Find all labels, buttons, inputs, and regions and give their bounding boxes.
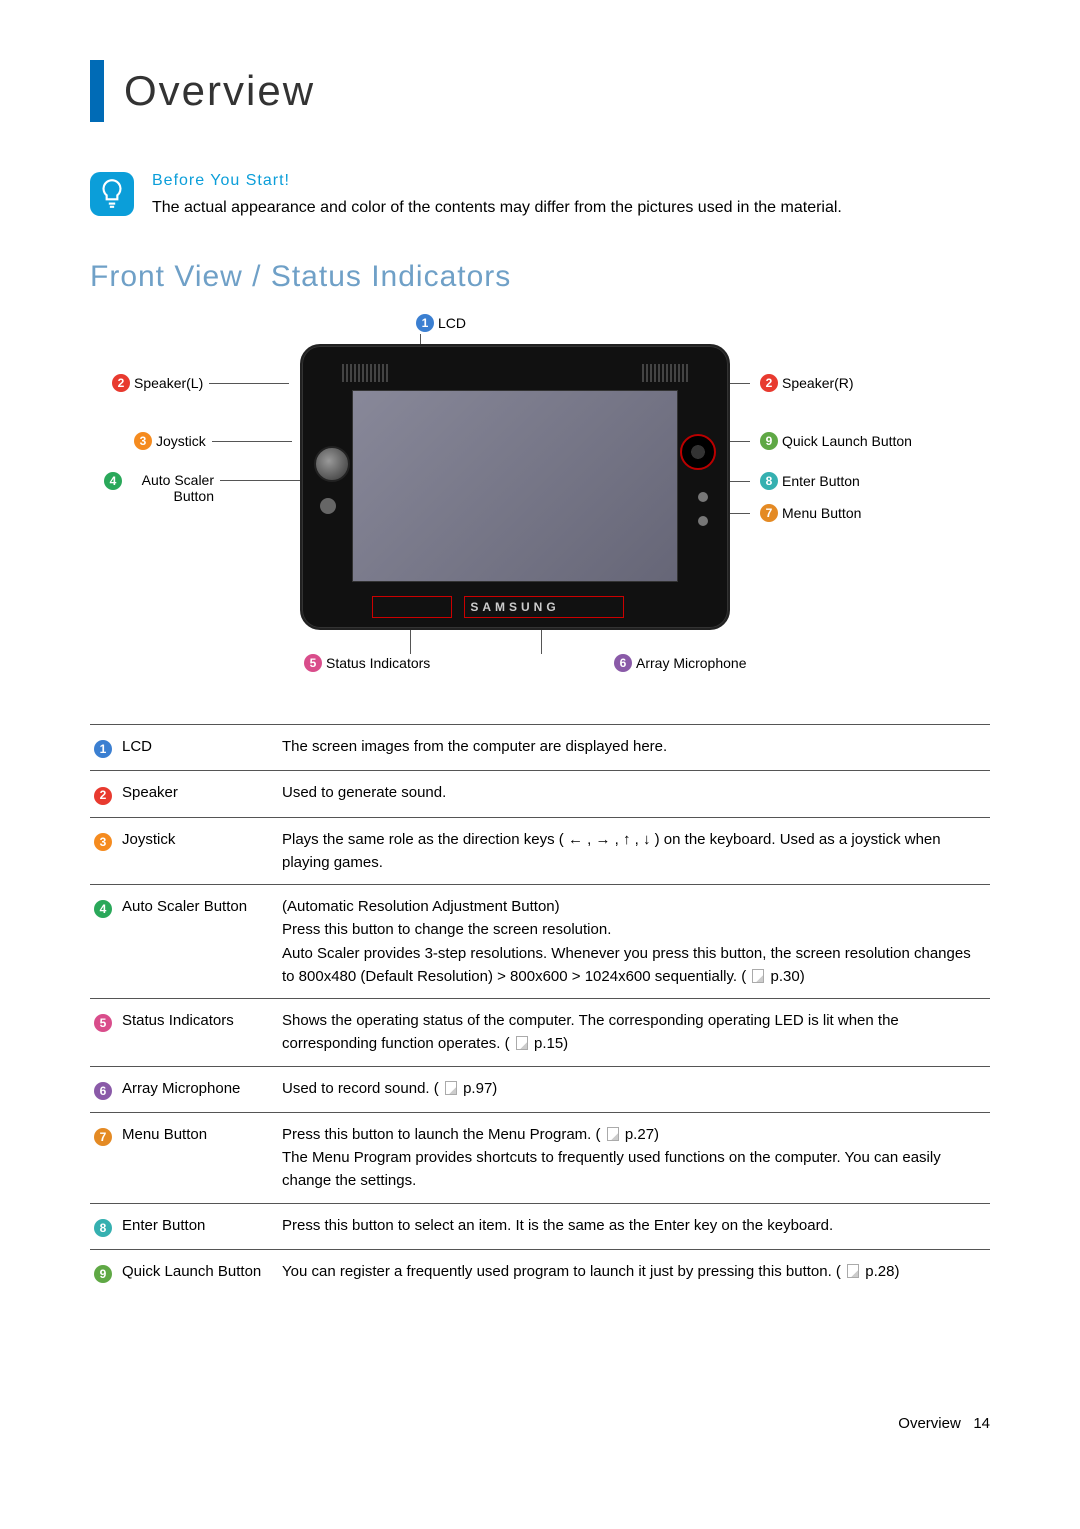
row-number-badge: 5 [94, 1014, 112, 1032]
row-label: Enter Button [122, 1203, 282, 1249]
row-number-badge: 7 [94, 1128, 112, 1146]
row-number-badge: 8 [94, 1219, 112, 1237]
row-description: Shows the operating status of the comput… [282, 999, 990, 1067]
row-label: Joystick [122, 817, 282, 885]
footer-page: 14 [973, 1415, 990, 1432]
row-label: Array Microphone [122, 1066, 282, 1112]
tip-body: The actual appearance and color of the c… [152, 196, 990, 220]
row-number-badge: 6 [94, 1082, 112, 1100]
page-ref-icon [516, 1036, 528, 1050]
device-illustration: SAMSUNG [300, 344, 730, 630]
page-title: Overview [124, 67, 315, 115]
front-view-diagram: 1 LCD 2 Speaker(L) 3 Joystick 4 Auto Sca… [90, 314, 990, 694]
callout-num-1: 1 [416, 314, 434, 332]
row-description: (Automatic Resolution Adjustment Button)… [282, 885, 990, 999]
callout-status: Status Indicators [326, 655, 430, 671]
tip-heading: Before You Start! [152, 172, 990, 190]
row-number-badge: 1 [94, 740, 112, 758]
page-ref-icon [752, 969, 764, 983]
table-row: 7 Menu ButtonPress this button to launch … [90, 1112, 990, 1203]
row-description: Plays the same role as the direction key… [282, 817, 990, 885]
table-row: 4 Auto Scaler Button(Automatic Resolution… [90, 885, 990, 999]
title-accent-bar [90, 60, 104, 122]
table-row: 1 LCDThe screen images from the computer … [90, 725, 990, 771]
row-description: Press this button to launch the Menu Pro… [282, 1112, 990, 1203]
callout-lcd: LCD [438, 315, 466, 331]
table-row: 9 Quick Launch ButtonYou can register a f… [90, 1249, 990, 1295]
lightbulb-icon [90, 172, 134, 216]
row-number-badge: 3 [94, 833, 112, 851]
footer-label: Overview [898, 1415, 961, 1432]
callout-speaker-l: Speaker(L) [134, 375, 203, 391]
row-number-badge: 9 [94, 1265, 112, 1283]
row-label: Menu Button [122, 1112, 282, 1203]
page-ref-icon [607, 1127, 619, 1141]
callout-joystick: Joystick [156, 433, 206, 449]
page-ref-icon [847, 1264, 859, 1278]
row-label: Status Indicators [122, 999, 282, 1067]
row-label: Auto Scaler Button [122, 885, 282, 999]
table-row: 3 JoystickPlays the same role as the dire… [90, 817, 990, 885]
callout-speaker-r: Speaker(R) [782, 375, 854, 391]
row-description: Press this button to select an item. It … [282, 1203, 990, 1249]
callout-quick-launch: Quick Launch Button [782, 433, 912, 449]
table-row: 6 Array MicrophoneUsed to record sound. (… [90, 1066, 990, 1112]
parts-table: 1 LCDThe screen images from the computer … [90, 724, 990, 1295]
table-row: 2 SpeakerUsed to generate sound. [90, 771, 990, 817]
section-title: Front View / Status Indicators [90, 260, 990, 294]
row-label: Quick Launch Button [122, 1249, 282, 1295]
callout-array-mic: Array Microphone [636, 655, 747, 671]
callout-menu: Menu Button [782, 505, 861, 521]
table-row: 5 Status IndicatorsShows the operating st… [90, 999, 990, 1067]
row-description: The screen images from the computer are … [282, 725, 990, 771]
row-description: Used to generate sound. [282, 771, 990, 817]
row-description: You can register a frequently used progr… [282, 1249, 990, 1295]
row-number-badge: 2 [94, 787, 112, 805]
row-description: Used to record sound. ( p.97) [282, 1066, 990, 1112]
device-brand: SAMSUNG [302, 600, 728, 614]
callout-enter: Enter Button [782, 473, 860, 489]
row-label: LCD [122, 725, 282, 771]
callout-auto-scaler: Auto Scaler Button [126, 472, 214, 504]
row-number-badge: 4 [94, 900, 112, 918]
page-ref-icon [445, 1081, 457, 1095]
table-row: 8 Enter ButtonPress this button to select… [90, 1203, 990, 1249]
row-label: Speaker [122, 771, 282, 817]
